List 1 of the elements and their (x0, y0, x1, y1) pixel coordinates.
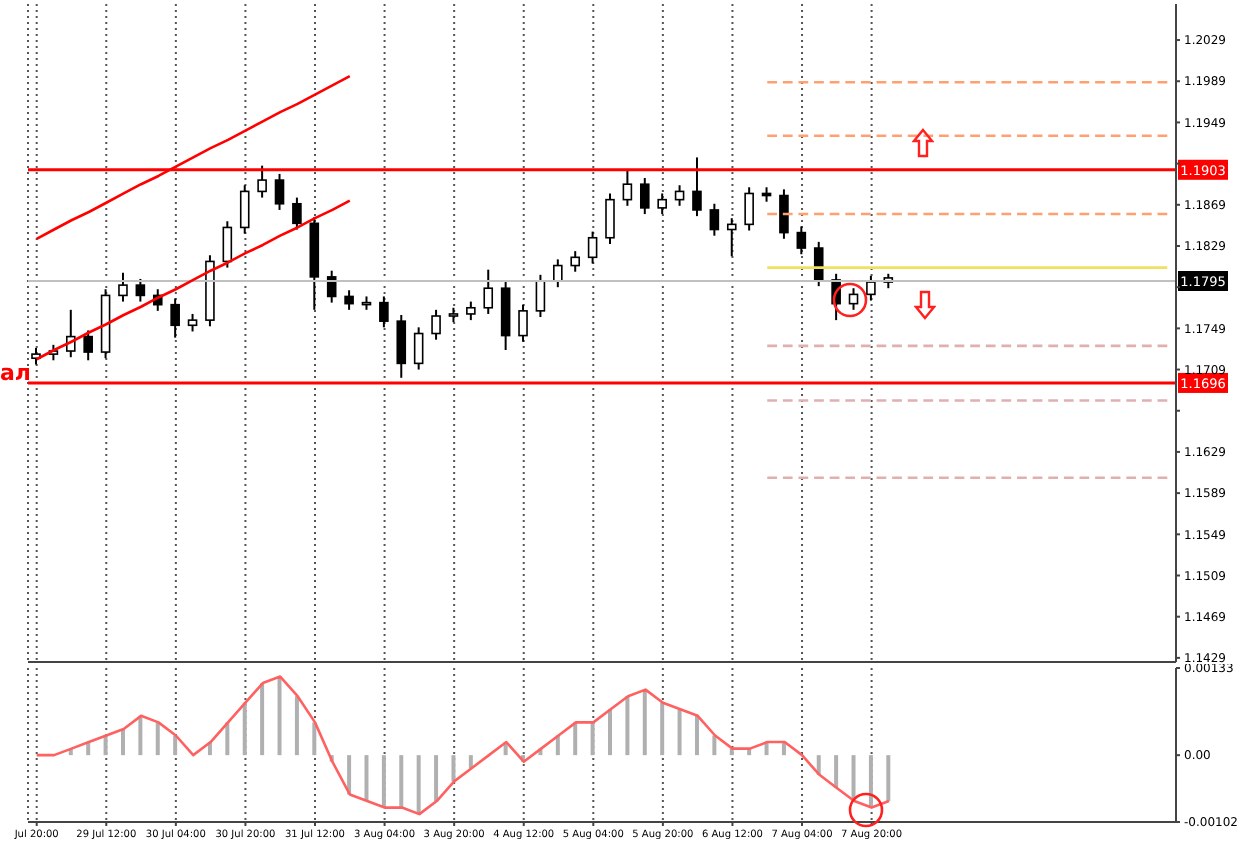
annotation: ал (0, 360, 31, 386)
